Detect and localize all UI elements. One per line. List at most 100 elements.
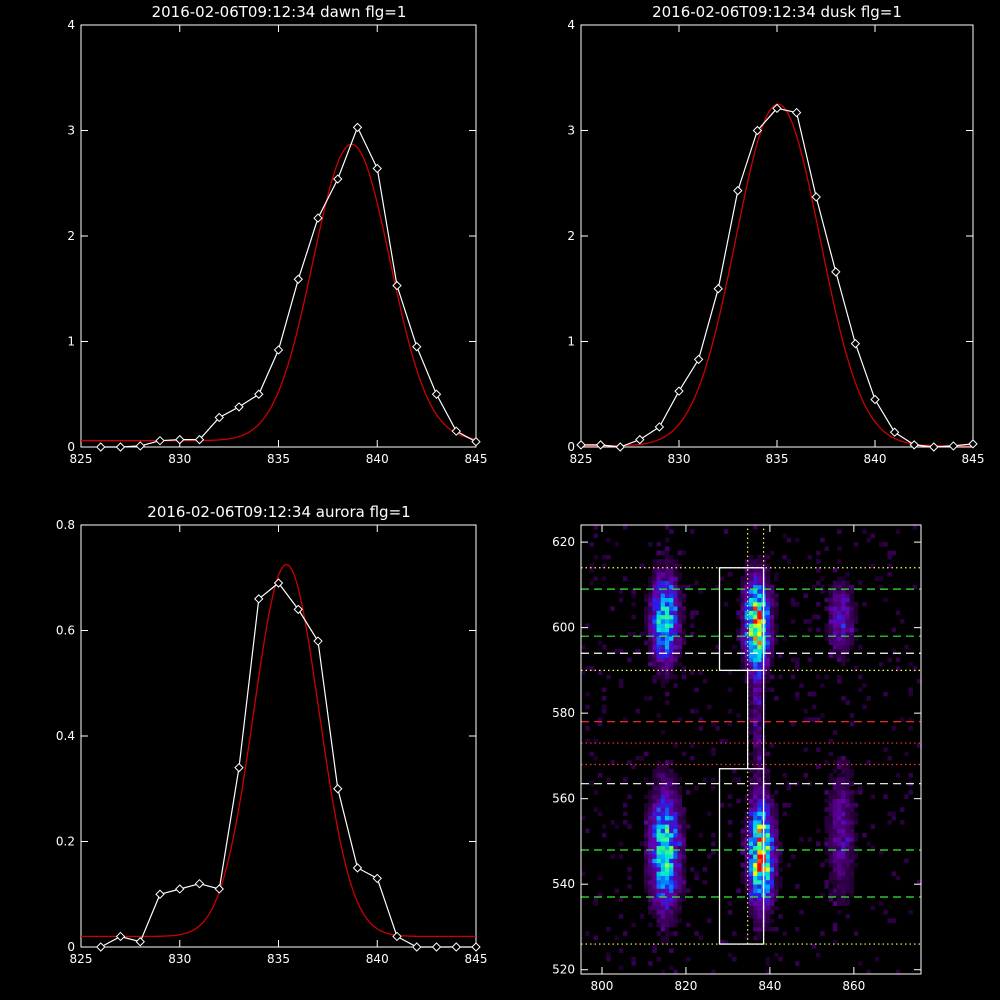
heatmap-cell <box>648 542 653 547</box>
heatmap-cell <box>757 832 762 838</box>
heatmap-cell <box>769 619 775 624</box>
heatmap-cell <box>748 717 754 723</box>
heatmap-cell <box>837 888 842 894</box>
heatmap-cell <box>669 601 674 607</box>
heatmap-cell <box>795 961 800 966</box>
dusk-data-point <box>674 386 684 396</box>
heatmap-cell <box>790 721 796 727</box>
heatmap-cell <box>845 785 850 791</box>
heatmap-cell <box>669 631 674 637</box>
heatmap-cell <box>887 554 892 560</box>
heatmap-cell <box>639 755 645 761</box>
heatmap-cell <box>765 909 771 915</box>
heatmap-cell <box>677 636 683 641</box>
heatmap-cell <box>845 768 850 774</box>
heatmap-cell <box>845 580 850 586</box>
heatmap-cell <box>669 589 674 594</box>
heatmap-cell <box>866 969 871 975</box>
heatmap-cell <box>648 879 653 885</box>
heatmap-cell <box>845 798 850 804</box>
heatmap-cell <box>652 619 657 624</box>
heatmap-cell <box>748 738 754 744</box>
heatmap-cell <box>711 849 716 855</box>
heatmap-cell <box>795 926 800 932</box>
heatmap-cell <box>673 589 678 594</box>
heatmap-cell <box>837 858 842 864</box>
heatmap-cell <box>837 636 842 641</box>
heatmap-cell <box>656 623 662 628</box>
heatmap-cell <box>660 879 666 885</box>
heatmap-cell <box>824 815 829 821</box>
heatmap-cell <box>824 849 829 855</box>
heatmap-cell <box>669 559 674 564</box>
heatmap-cell <box>677 572 683 577</box>
heatmap-cell <box>664 841 670 847</box>
heatmap-cell <box>774 871 779 876</box>
heatmap-cell <box>841 897 846 902</box>
heatmap-cell <box>652 944 657 949</box>
heatmap-cell <box>673 661 678 667</box>
heatmap-cell <box>828 858 834 864</box>
heatmap-cell <box>652 559 657 564</box>
heatmap-cell <box>593 790 599 795</box>
heatmap-cell <box>769 640 775 646</box>
heatmap-cell <box>698 589 704 594</box>
heatmap-cell <box>774 824 779 829</box>
heatmap-cell <box>669 576 674 581</box>
heatmap-cell <box>774 610 779 616</box>
heatmap-cell <box>744 884 750 889</box>
heatmap-cell <box>765 811 771 817</box>
heatmap-cell <box>765 802 771 808</box>
heatmap-cell <box>664 849 670 855</box>
heatmap-cell <box>673 849 678 855</box>
heatmap-cell <box>589 563 594 569</box>
heatmap-cell <box>778 653 783 658</box>
heatmap-cell <box>753 704 758 710</box>
heatmap-cell <box>765 580 771 586</box>
heatmap-cell <box>761 554 766 560</box>
heatmap-cell <box>904 751 909 757</box>
heatmap-cell <box>618 854 624 859</box>
heatmap-cell <box>631 601 636 607</box>
heatmap-cell <box>845 640 850 646</box>
heatmap-cell <box>748 606 754 611</box>
heatmap-cell <box>769 636 775 641</box>
spectrogram-ytick-label: 560 <box>552 792 575 806</box>
heatmap-cell <box>774 828 779 834</box>
heatmap-cell <box>648 802 653 808</box>
heatmap-cell <box>757 790 762 795</box>
heatmap-cell <box>681 879 687 885</box>
heatmap-cell <box>727 802 733 808</box>
heatmap-cell <box>845 828 850 834</box>
heatmap-cell <box>824 820 829 825</box>
heatmap-cell <box>656 777 662 782</box>
heatmap-cell <box>677 879 683 885</box>
heatmap-cell <box>702 777 708 782</box>
heatmap-cell <box>849 854 855 859</box>
heatmap-cell <box>757 589 762 594</box>
heatmap-cell <box>669 802 674 808</box>
heatmap-cell <box>757 649 762 654</box>
heatmap-cell <box>664 691 670 697</box>
dawn-data-point <box>155 435 165 446</box>
heatmap-cell <box>694 931 699 936</box>
heatmap-cell <box>757 841 762 847</box>
heatmap-cell <box>858 580 863 586</box>
heatmap-cell <box>648 858 653 864</box>
heatmap-cell <box>660 807 666 812</box>
heatmap-cell <box>795 661 800 667</box>
spectrogram-ytick-label: 580 <box>552 706 575 720</box>
heatmap-cell <box>677 918 683 923</box>
heatmap-cell <box>652 636 657 641</box>
heatmap-cell <box>664 576 670 581</box>
dawn-ytick-label: 1 <box>67 335 75 349</box>
heatmap-cell <box>841 755 846 761</box>
heatmap-cell <box>832 815 838 821</box>
heatmap-cell <box>841 815 846 821</box>
heatmap-cell <box>845 619 850 624</box>
heatmap-cell <box>828 636 834 641</box>
heatmap-cell <box>660 550 666 556</box>
heatmap-cell <box>669 811 674 817</box>
heatmap-cell <box>648 593 653 598</box>
heatmap-cell <box>841 785 846 791</box>
